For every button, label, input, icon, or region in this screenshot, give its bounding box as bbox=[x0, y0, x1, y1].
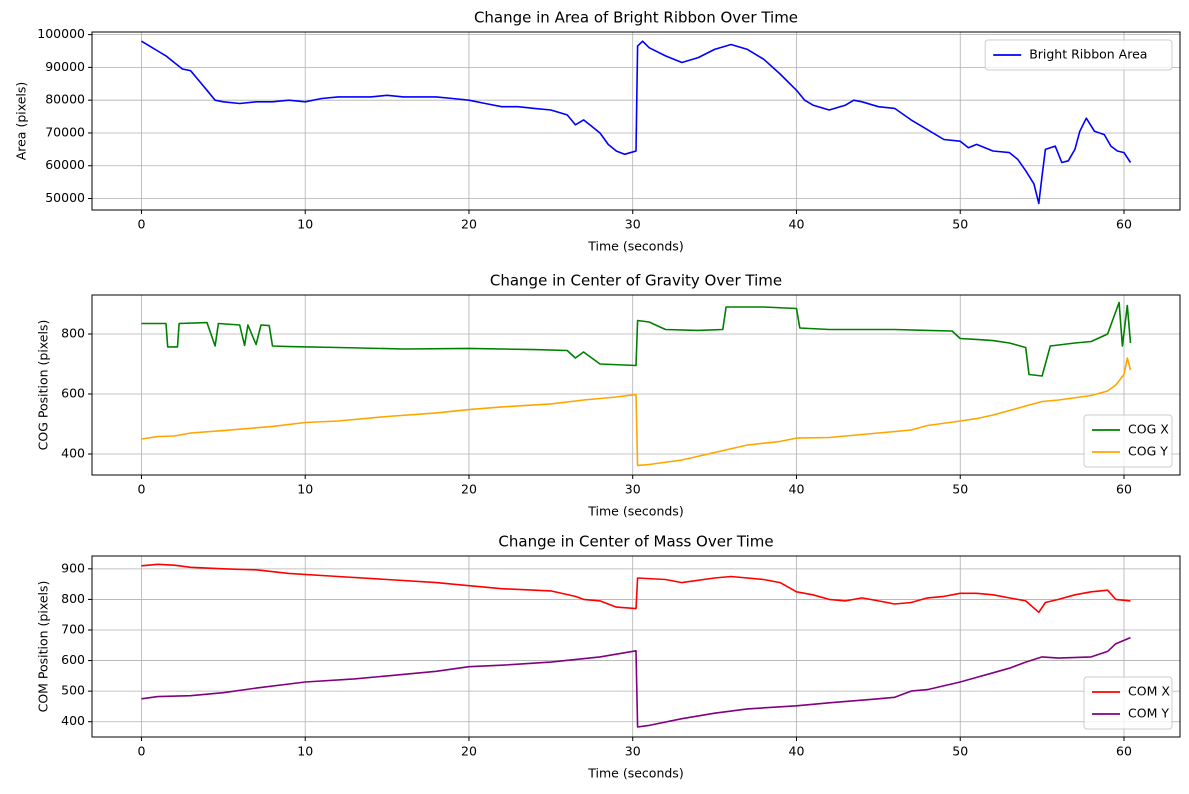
y-tick-label: 800 bbox=[61, 326, 85, 341]
data-line bbox=[141, 636, 1131, 728]
x-tick-label: 50 bbox=[952, 744, 968, 759]
axes-frame bbox=[91, 294, 1181, 476]
chart-title: Change in Area of Bright Ribbon Over Tim… bbox=[474, 9, 798, 27]
x-tick-label: 60 bbox=[1116, 744, 1132, 759]
legend-label: COM Y bbox=[1128, 706, 1169, 721]
y-axis-label: COM Position (pixels) bbox=[36, 581, 51, 713]
legend-label: Bright Ribbon Area bbox=[1029, 47, 1147, 62]
legend-box bbox=[984, 39, 1173, 71]
data-line bbox=[141, 40, 1132, 205]
y-tick-label: 400 bbox=[61, 713, 85, 728]
x-axis-label: Time (seconds) bbox=[587, 766, 683, 781]
legend-label: COG X bbox=[1128, 422, 1169, 437]
axes-frame bbox=[91, 555, 1181, 738]
data-line bbox=[141, 357, 1132, 467]
x-tick-label: 0 bbox=[137, 482, 145, 497]
x-tick-label: 20 bbox=[461, 744, 477, 759]
legend-box bbox=[1083, 676, 1173, 730]
y-tick-label: 90000 bbox=[45, 59, 85, 74]
legend-label: COG Y bbox=[1128, 444, 1168, 459]
y-tick-label: 80000 bbox=[45, 92, 85, 107]
x-tick-label: 10 bbox=[297, 744, 313, 759]
x-tick-label: 60 bbox=[1116, 217, 1132, 232]
y-axis-label: COG Position (pixels) bbox=[36, 320, 51, 451]
y-tick-label: 900 bbox=[61, 560, 85, 575]
y-axis-label: Area (pixels) bbox=[14, 82, 29, 161]
x-tick-label: 0 bbox=[137, 744, 145, 759]
legend-box bbox=[1083, 414, 1173, 468]
x-tick-label: 0 bbox=[137, 217, 145, 232]
x-tick-label: 30 bbox=[625, 744, 641, 759]
y-tick-label: 500 bbox=[61, 683, 85, 698]
chart-title: Change in Center of Gravity Over Time bbox=[490, 272, 782, 290]
x-tick-label: 10 bbox=[297, 217, 313, 232]
y-tick-label: 700 bbox=[61, 621, 85, 636]
y-tick-label: 400 bbox=[61, 446, 85, 461]
x-tick-label: 10 bbox=[297, 482, 313, 497]
x-tick-label: 30 bbox=[625, 217, 641, 232]
y-tick-label: 600 bbox=[61, 652, 85, 667]
axes-frame bbox=[91, 31, 1181, 211]
x-tick-label: 60 bbox=[1116, 482, 1132, 497]
x-tick-label: 50 bbox=[952, 482, 968, 497]
chart-title: Change in Center of Mass Over Time bbox=[498, 533, 773, 551]
y-tick-label: 600 bbox=[61, 386, 85, 401]
x-tick-label: 50 bbox=[952, 217, 968, 232]
y-tick-label: 800 bbox=[61, 591, 85, 606]
data-line bbox=[141, 301, 1132, 377]
y-tick-label: 60000 bbox=[45, 157, 85, 172]
legend-label: COM X bbox=[1128, 684, 1170, 699]
y-tick-label: 70000 bbox=[45, 124, 85, 139]
x-tick-label: 40 bbox=[789, 744, 805, 759]
x-tick-label: 20 bbox=[461, 482, 477, 497]
x-axis-label: Time (seconds) bbox=[587, 239, 683, 254]
x-tick-label: 30 bbox=[625, 482, 641, 497]
x-tick-label: 40 bbox=[789, 482, 805, 497]
x-tick-label: 40 bbox=[789, 217, 805, 232]
y-tick-label: 50000 bbox=[45, 190, 85, 205]
x-axis-label: Time (seconds) bbox=[587, 504, 683, 519]
data-line bbox=[141, 563, 1131, 614]
y-tick-label: 100000 bbox=[37, 26, 85, 41]
x-tick-label: 20 bbox=[461, 217, 477, 232]
